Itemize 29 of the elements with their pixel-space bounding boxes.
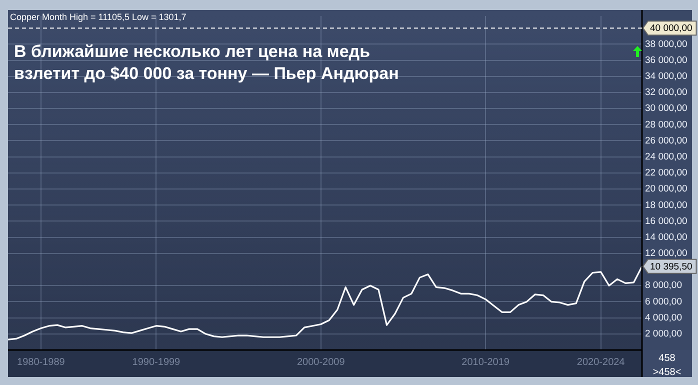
chart-title: Copper Month High = 11105,5 Low = 1301,7 bbox=[10, 12, 186, 22]
y-tick-label: 14 000,00 bbox=[645, 232, 688, 243]
y-tick-label: 4 000,00 bbox=[645, 312, 682, 324]
x-tick-label: 2020-2024 bbox=[576, 356, 626, 368]
y-tick-label: 6 000,00 bbox=[645, 296, 682, 308]
y-tick-label: 28 000,00 bbox=[645, 119, 688, 130]
y-tick-label: 36 000,00 bbox=[645, 54, 688, 66]
annotation: В ближайшие несколько лет цена на медь взлетит до $40 000 за тонну — Пьер Андюран bbox=[14, 42, 399, 84]
y-tick-label: 24 000,00 bbox=[645, 151, 688, 162]
y-tick-label: 26 000,00 bbox=[645, 135, 688, 146]
x-tick-label: 1980-1989 bbox=[17, 356, 66, 368]
text: 10 395,50 bbox=[650, 261, 692, 272]
text: >458< bbox=[652, 366, 682, 378]
y-tick-label: 30 000,00 bbox=[645, 103, 688, 114]
ref-line-label: 40 000,00 bbox=[650, 23, 692, 34]
x-tick-label: 2010-2019 bbox=[462, 356, 510, 368]
y-tick-label: 22 000,00 bbox=[645, 168, 688, 179]
x-tick-label: 1990-1999 bbox=[132, 356, 181, 368]
y-tick-label: 8 000,00 bbox=[645, 280, 682, 292]
y-tick-label: 16 000,00 bbox=[645, 216, 688, 227]
y-tick-label: 38 000,00 bbox=[645, 38, 688, 50]
x-tick-label: 2000-2009 bbox=[296, 356, 346, 368]
y-tick-label: 34 000,00 bbox=[645, 70, 688, 82]
y-tick-label: 2 000,00 bbox=[645, 328, 682, 340]
y-tick-label: 20 000,00 bbox=[645, 184, 688, 195]
y-tick-label: 18 000,00 bbox=[645, 200, 688, 211]
text: 458 bbox=[658, 352, 676, 364]
y-tick-label: 12 000,00 bbox=[645, 248, 688, 260]
y-tick-label: 32 000,00 bbox=[645, 87, 688, 98]
